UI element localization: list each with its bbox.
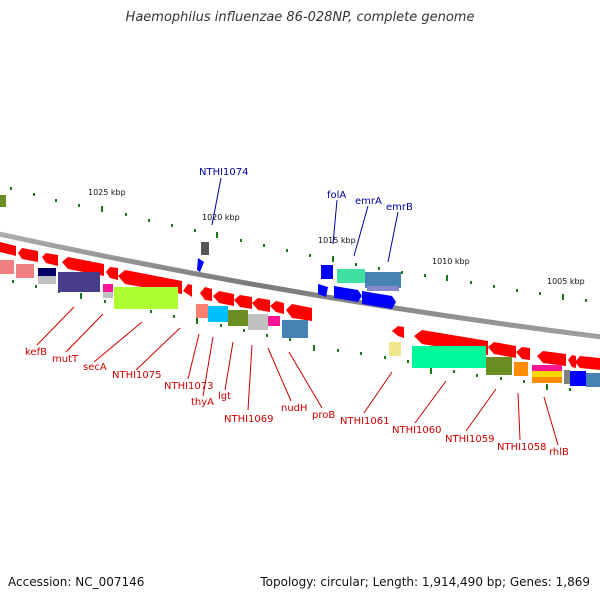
gene-label-NTHI1069: NTHI1069 — [224, 414, 274, 425]
scale-label-1020: 1020 kbp — [202, 213, 240, 222]
gene-emrB[interactable] — [362, 291, 396, 309]
reverse-strand-genes — [0, 242, 600, 370]
scale-label-1025: 1025 kbp — [88, 188, 126, 197]
gene-label-NTHI1060: NTHI1060 — [392, 425, 442, 436]
scale-label-1015: 1015 kbp — [318, 236, 356, 245]
gene-label-NTHI1073: NTHI1073 — [164, 381, 214, 392]
accession-text: Accession: NC_007146 — [8, 575, 145, 589]
gene-rhlB-c[interactable] — [575, 356, 600, 370]
cog-category-boxes — [0, 260, 600, 387]
genome-backbone — [0, 231, 600, 340]
gene-label-kefB: kefB — [25, 347, 47, 358]
gene-emrA-teal — [337, 269, 365, 283]
gene-folA-2[interactable] — [318, 284, 328, 297]
gene-label-NTHI1058: NTHI1058 — [497, 442, 547, 453]
gene-label-lgt: lgt — [218, 391, 231, 402]
genome-summary-text: Topology: circular; Length: 1,914,490 bp… — [260, 575, 590, 589]
gene-secA[interactable] — [62, 257, 104, 276]
label-leader-lines — [36, 306, 559, 446]
gene-rhlB-b[interactable] — [568, 355, 576, 368]
gene-emrA[interactable] — [334, 286, 362, 302]
gene-label-nudH: nudH — [281, 403, 308, 414]
gene-kefB-b[interactable] — [18, 248, 38, 262]
forward-strand-genes — [0, 195, 401, 309]
gene-label-thyA: thyA — [191, 397, 214, 408]
gene-ntHI1074[interactable] — [197, 258, 204, 272]
gene-left-edge-olive — [0, 195, 6, 207]
gene-label-secA: secA — [83, 362, 107, 373]
gene-rhlB-a[interactable] — [537, 351, 566, 366]
gene-kefB-a[interactable] — [0, 242, 16, 256]
gene-folA[interactable] — [321, 265, 333, 279]
gene-label-emrA: emrA — [355, 196, 382, 207]
scale-label-1005: 1005 kbp — [547, 277, 585, 286]
gene-NTHI1069-b[interactable] — [252, 298, 270, 312]
gene-label-NTHI1061: NTHI1061 — [340, 416, 390, 427]
scale-label-1010: 1010 kbp — [432, 257, 470, 266]
gene-label-folA: folA — [327, 190, 346, 201]
map-title: Haemophilus influenzae 86-028NP, complet… — [125, 10, 475, 25]
gene-thyA[interactable] — [200, 287, 212, 301]
gene-label-rhlB: rhlB — [549, 447, 569, 458]
gene-label-mutT: mutT — [52, 354, 79, 365]
gene-NTHI1061[interactable] — [392, 326, 404, 338]
scale-ticks-outer — [10, 187, 587, 302]
gene-label-proB: proB — [312, 410, 335, 421]
gene-NTHI1075-a[interactable] — [106, 267, 118, 280]
gene-label-NTHI1074: NTHI1074 — [199, 167, 249, 178]
gene-nudH[interactable] — [270, 301, 284, 314]
gene-ntHI1074-grey — [201, 242, 209, 255]
gene-NTHI1059[interactable] — [488, 342, 516, 358]
gene-NTHI1069[interactable] — [234, 295, 252, 309]
gene-emrB-lav — [367, 286, 399, 291]
gene-label-NTHI1059: NTHI1059 — [445, 434, 495, 445]
gene-NTHI1073[interactable] — [183, 284, 192, 297]
gene-NTHI1058[interactable] — [516, 347, 530, 360]
gene-label-NTHI1075: NTHI1075 — [112, 370, 162, 381]
forward-leader-lines — [211, 177, 399, 263]
gene-proB[interactable] — [286, 304, 312, 321]
gene-mutT[interactable] — [42, 253, 58, 266]
gene-emrB-steel — [365, 272, 401, 288]
gene-label-emrB: emrB — [386, 202, 413, 213]
gene-lgt[interactable] — [213, 291, 234, 306]
